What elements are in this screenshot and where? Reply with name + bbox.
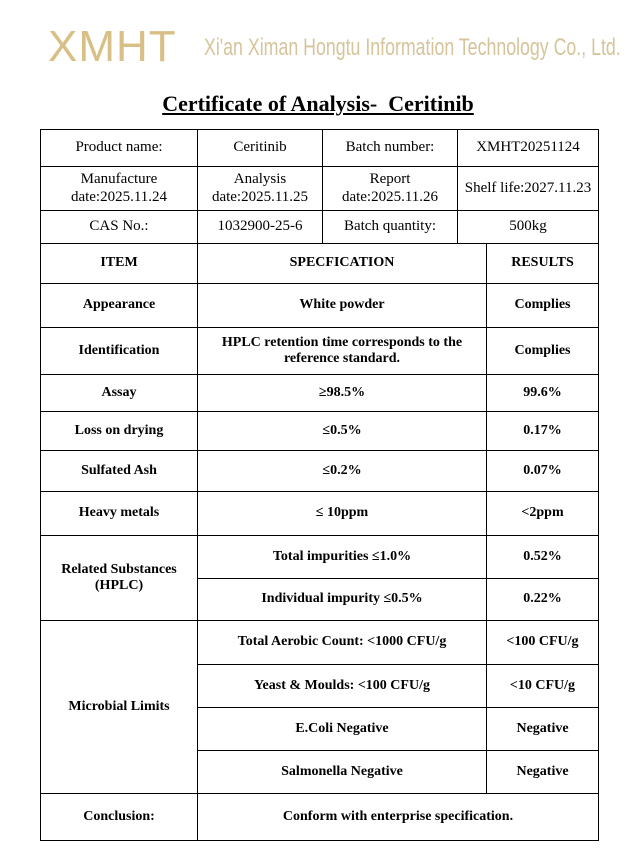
spec-cell: White powder [197,283,487,328]
spec-cell: Individual impurity ≤0.5% [197,578,487,621]
spec-cell: HPLC retention time corresponds to the r… [197,327,487,375]
column-header: RESULTS [486,243,599,284]
result-cell: Negative [486,707,599,751]
result-cell: <2ppm [486,491,599,536]
info-cell: 500kg [457,210,599,244]
result-cell: 0.22% [486,578,599,621]
info-cell: Report date:2025.11.26 [322,166,458,211]
result-cell: Complies [486,283,599,328]
info-cell: Manufacture date:2025.11.24 [40,166,198,211]
column-header: SPECFICATION [197,243,487,284]
company-name: Xi'an Ximan Hongtu Information Technolog… [204,34,621,61]
spec-cell: Total Aerobic Count: <1000 CFU/g [197,620,487,665]
info-cell: Ceritinib [197,129,323,167]
info-cell: Batch number: [322,129,458,167]
result-cell: 0.07% [486,450,599,492]
spec-cell: Salmonella Negative [197,750,487,794]
info-cell: Analysis date:2025.11.25 [197,166,323,211]
item-cell: Assay [40,374,198,412]
result-cell: 0.52% [486,535,599,579]
item-cell: Identification [40,327,198,375]
item-cell: Microbial Limits [40,620,198,794]
info-cell: Shelf life:2027.11.23 [457,166,599,211]
column-header: ITEM [40,243,198,284]
spec-cell: ≥98.5% [197,374,487,412]
conclusion-label: Conclusion: [40,793,198,841]
info-cell: XMHT20251124 [457,129,599,167]
spec-cell: E.Coli Negative [197,707,487,751]
logo: XMHT [48,22,177,71]
item-cell: Related Substances (HPLC) [40,535,198,621]
result-cell: <100 CFU/g [486,620,599,665]
result-cell: <10 CFU/g [486,664,599,708]
spec-cell: ≤0.5% [197,411,487,451]
result-cell: 99.6% [486,374,599,412]
document-title: Certificate of Analysis- Ceritinib [162,91,474,116]
info-cell: 1032900-25-6 [197,210,323,244]
item-cell: Heavy metals [40,491,198,536]
item-cell: Loss on drying [40,411,198,451]
spec-cell: ≤ 10ppm [197,491,487,536]
item-cell: Sulfated Ash [40,450,198,492]
result-cell: 0.17% [486,411,599,451]
spec-cell: Yeast & Moulds: <100 CFU/g [197,664,487,708]
item-cell: Appearance [40,283,198,328]
info-cell: Batch quantity: [322,210,458,244]
spec-cell: ≤0.2% [197,450,487,492]
result-cell: Negative [486,750,599,794]
info-cell: CAS No.: [40,210,198,244]
conclusion-text: Conform with enterprise specification. [197,793,599,841]
spec-cell: Total impurities ≤1.0% [197,535,487,579]
info-cell: Product name: [40,129,198,167]
result-cell: Complies [486,327,599,375]
